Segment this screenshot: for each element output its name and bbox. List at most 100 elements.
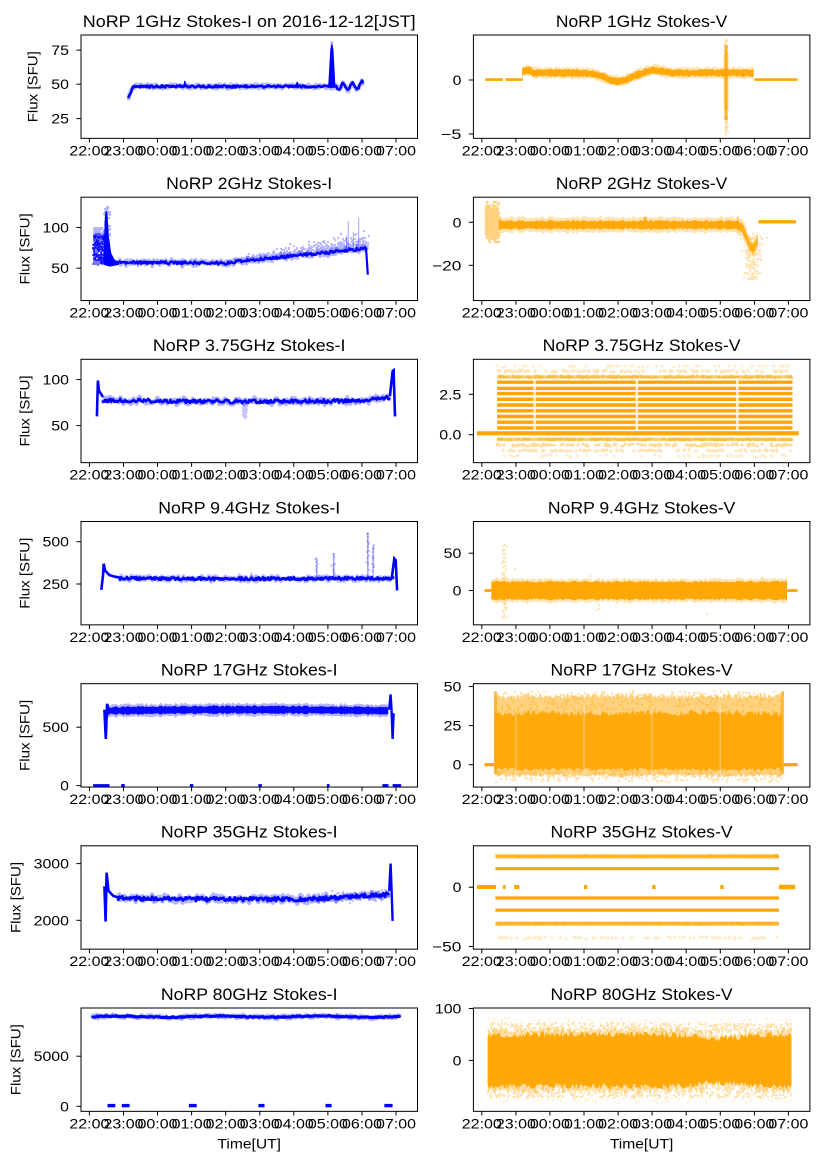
svg-text:03:00: 03:00: [240, 953, 280, 969]
svg-text:06:00: 06:00: [342, 629, 382, 645]
svg-text:23:00: 23:00: [104, 305, 144, 321]
svg-text:06:00: 06:00: [734, 142, 774, 158]
svg-text:0: 0: [453, 1052, 462, 1068]
svg-text:04:00: 04:00: [666, 629, 706, 645]
svg-text:00:00: 00:00: [138, 953, 178, 969]
svg-text:00:00: 00:00: [530, 953, 570, 969]
svg-text:22:00: 22:00: [462, 953, 502, 969]
svg-text:02:00: 02:00: [206, 629, 246, 645]
svg-text:06:00: 06:00: [342, 142, 382, 158]
svg-text:06:00: 06:00: [342, 467, 382, 483]
svg-text:07:00: 07:00: [768, 953, 808, 969]
svg-text:23:00: 23:00: [496, 953, 536, 969]
svg-text:23:00: 23:00: [104, 467, 144, 483]
svg-text:00:00: 00:00: [138, 467, 178, 483]
svg-text:250: 250: [43, 576, 70, 592]
svg-text:04:00: 04:00: [666, 467, 706, 483]
svg-text:06:00: 06:00: [342, 791, 382, 807]
svg-text:NoRP 17GHz Stokes-V: NoRP 17GHz Stokes-V: [551, 662, 733, 680]
svg-text:NoRP 3.75GHz Stokes-I: NoRP 3.75GHz Stokes-I: [153, 337, 346, 355]
svg-text:25: 25: [51, 111, 69, 127]
svg-text:22:00: 22:00: [69, 953, 109, 969]
svg-text:NoRP 1GHz Stokes-I on 2016-12-: NoRP 1GHz Stokes-I on 2016-12-12[JST]: [83, 13, 416, 31]
svg-text:23:00: 23:00: [104, 629, 144, 645]
svg-text:22:00: 22:00: [69, 791, 109, 807]
svg-text:05:00: 05:00: [308, 467, 348, 483]
svg-text:00:00: 00:00: [530, 1115, 570, 1131]
svg-text:NoRP 9.4GHz Stokes-I: NoRP 9.4GHz Stokes-I: [158, 499, 340, 517]
svg-text:00:00: 00:00: [530, 142, 570, 158]
svg-text:Flux [SFU]: Flux [SFU]: [17, 700, 33, 771]
svg-text:NoRP 80GHz Stokes-I: NoRP 80GHz Stokes-I: [161, 986, 338, 1004]
svg-text:0: 0: [453, 879, 462, 895]
svg-text:07:00: 07:00: [768, 142, 808, 158]
svg-text:NoRP 3.75GHz Stokes-V: NoRP 3.75GHz Stokes-V: [543, 337, 741, 355]
svg-text:23:00: 23:00: [496, 467, 536, 483]
svg-text:0: 0: [60, 1098, 69, 1114]
svg-text:0: 0: [60, 778, 69, 794]
svg-text:01:00: 01:00: [172, 1115, 212, 1131]
svg-text:01:00: 01:00: [172, 142, 212, 158]
svg-text:00:00: 00:00: [138, 1115, 178, 1131]
svg-text:0: 0: [453, 757, 462, 773]
svg-text:NoRP 1GHz Stokes-V: NoRP 1GHz Stokes-V: [556, 13, 728, 31]
svg-text:05:00: 05:00: [308, 1115, 348, 1131]
svg-text:22:00: 22:00: [462, 142, 502, 158]
svg-text:23:00: 23:00: [496, 629, 536, 645]
svg-text:Flux [SFU]: Flux [SFU]: [25, 51, 41, 122]
svg-text:01:00: 01:00: [172, 629, 212, 645]
svg-text:0: 0: [453, 72, 462, 88]
svg-text:06:00: 06:00: [734, 1115, 774, 1131]
svg-text:5000: 5000: [34, 1048, 70, 1064]
svg-text:05:00: 05:00: [700, 791, 740, 807]
svg-text:22:00: 22:00: [69, 1115, 109, 1131]
svg-text:04:00: 04:00: [666, 953, 706, 969]
svg-text:05:00: 05:00: [308, 791, 348, 807]
svg-text:2.5: 2.5: [439, 386, 461, 402]
svg-text:23:00: 23:00: [496, 142, 536, 158]
svg-text:02:00: 02:00: [206, 1115, 246, 1131]
svg-text:07:00: 07:00: [768, 1115, 808, 1131]
svg-text:07:00: 07:00: [376, 305, 416, 321]
svg-text:05:00: 05:00: [308, 953, 348, 969]
svg-text:3000: 3000: [34, 856, 70, 872]
svg-text:NoRP 9.4GHz Stokes-V: NoRP 9.4GHz Stokes-V: [548, 499, 735, 517]
svg-text:00:00: 00:00: [530, 629, 570, 645]
svg-text:02:00: 02:00: [206, 791, 246, 807]
svg-text:02:00: 02:00: [598, 142, 638, 158]
svg-text:NoRP 17GHz Stokes-I: NoRP 17GHz Stokes-I: [161, 662, 338, 680]
svg-text:01:00: 01:00: [172, 467, 212, 483]
svg-text:02:00: 02:00: [206, 953, 246, 969]
svg-text:04:00: 04:00: [666, 791, 706, 807]
svg-text:23:00: 23:00: [104, 1115, 144, 1131]
svg-text:05:00: 05:00: [308, 629, 348, 645]
svg-text:06:00: 06:00: [342, 305, 382, 321]
svg-text:Flux [SFU]: Flux [SFU]: [8, 1024, 24, 1095]
svg-text:02:00: 02:00: [598, 467, 638, 483]
svg-text:03:00: 03:00: [632, 629, 672, 645]
svg-text:00:00: 00:00: [138, 305, 178, 321]
svg-text:01:00: 01:00: [172, 953, 212, 969]
svg-text:NoRP 2GHz Stokes-I: NoRP 2GHz Stokes-I: [166, 175, 332, 193]
svg-text:Flux [SFU]: Flux [SFU]: [17, 538, 33, 609]
svg-text:02:00: 02:00: [206, 467, 246, 483]
svg-text:22:00: 22:00: [462, 1115, 502, 1131]
svg-text:01:00: 01:00: [564, 791, 604, 807]
svg-text:07:00: 07:00: [768, 629, 808, 645]
svg-text:07:00: 07:00: [376, 1115, 416, 1131]
svg-text:04:00: 04:00: [666, 305, 706, 321]
svg-text:05:00: 05:00: [700, 142, 740, 158]
svg-text:50: 50: [51, 76, 69, 92]
svg-text:100: 100: [435, 1001, 462, 1017]
svg-text:75: 75: [51, 42, 69, 58]
svg-text:03:00: 03:00: [240, 629, 280, 645]
svg-text:07:00: 07:00: [768, 305, 808, 321]
svg-text:50: 50: [51, 418, 69, 434]
svg-text:07:00: 07:00: [376, 142, 416, 158]
svg-text:NoRP 2GHz Stokes-V: NoRP 2GHz Stokes-V: [556, 175, 728, 193]
svg-text:03:00: 03:00: [632, 953, 672, 969]
svg-text:50: 50: [444, 545, 462, 561]
svg-text:07:00: 07:00: [376, 953, 416, 969]
svg-text:03:00: 03:00: [632, 467, 672, 483]
svg-text:05:00: 05:00: [308, 305, 348, 321]
